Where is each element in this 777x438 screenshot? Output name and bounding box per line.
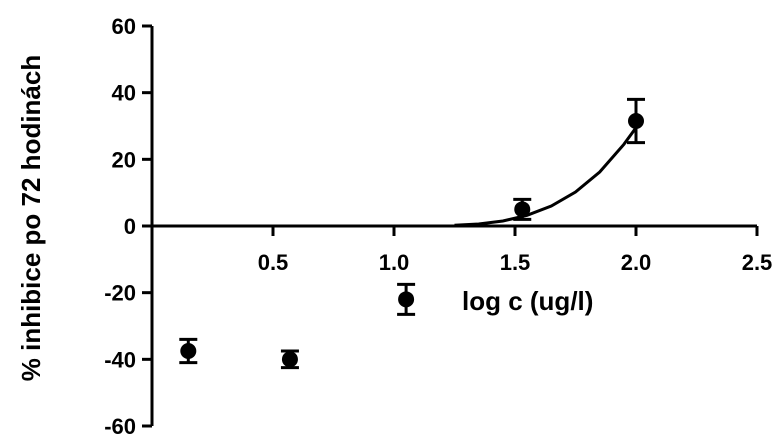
- data-points: [179, 97, 645, 370]
- x-tick-label: 2.5: [742, 250, 773, 275]
- fit-curve-layer: [454, 126, 638, 227]
- ticks: -60 -40 -20 0 20 40 60 0.5 1.0 1.5 2.0 2.5: [104, 14, 772, 438]
- data-point: [280, 349, 299, 370]
- x-tick-label: 1.5: [500, 250, 531, 275]
- point-marker: [281, 351, 298, 368]
- point-marker: [180, 343, 197, 359]
- x-tick-label: 0.5: [258, 250, 289, 275]
- y-tick-label: -40: [104, 347, 136, 372]
- y-tick-label: 40: [112, 81, 136, 106]
- point-marker: [514, 201, 531, 218]
- point-marker: [398, 291, 415, 308]
- y-tick-label: -20: [104, 281, 136, 306]
- y-tick-label: 20: [112, 147, 136, 172]
- point-marker: [628, 113, 644, 129]
- x-tick-label: 1.0: [379, 250, 410, 275]
- data-point: [627, 97, 645, 145]
- y-tick-label: -60: [104, 414, 136, 438]
- data-point: [513, 197, 532, 221]
- y-axis-label: % inhibice po 72 hodinách: [16, 55, 46, 382]
- x-tick-label: 2.0: [621, 250, 652, 275]
- fit-curve: [454, 126, 638, 227]
- y-tick-label: 60: [112, 14, 136, 39]
- axes: [150, 26, 757, 426]
- data-point: [179, 337, 198, 365]
- y-tick-label: 0: [124, 214, 136, 239]
- x-axis-label: log c (ug/l): [462, 286, 593, 316]
- data-point: [397, 282, 416, 316]
